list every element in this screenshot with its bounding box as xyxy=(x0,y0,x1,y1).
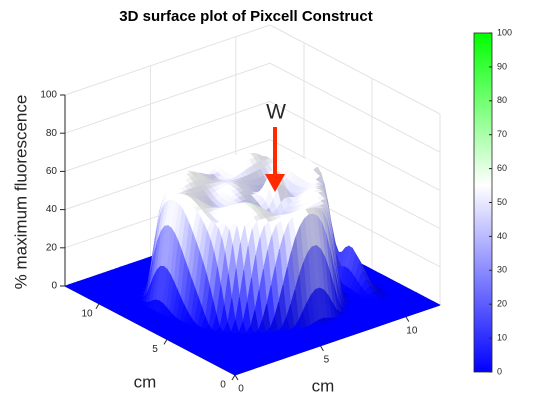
x-tick xyxy=(319,345,324,352)
z-grid-line xyxy=(269,62,441,153)
surface-patch xyxy=(230,371,241,376)
z-tick-label: 80 xyxy=(46,128,58,139)
y-tick-label: 5 xyxy=(152,344,158,355)
z-tick-label: 0 xyxy=(51,281,57,292)
y-tick-label: 10 xyxy=(81,308,93,319)
z-grid-line xyxy=(64,62,271,134)
colorbar: 0 10 20 30 40 50 60 70 80 90 100 xyxy=(473,27,512,376)
colorbar-tick-label: 30 xyxy=(497,265,507,275)
z-grid-line xyxy=(64,24,271,96)
annotation: W xyxy=(265,101,286,192)
colorbar-tick-label: 20 xyxy=(497,299,507,309)
z-axis-label: % maximum fluorescence xyxy=(11,95,30,290)
x-tick-label: 5 xyxy=(324,354,330,365)
y-tick xyxy=(163,339,168,345)
y-tick xyxy=(231,374,236,381)
z-grid-line xyxy=(269,139,441,230)
y-tick xyxy=(95,303,100,310)
colorbar-tick-label: 0 xyxy=(497,366,502,376)
colorbar-tick-label: 90 xyxy=(497,61,507,71)
z-tick-label: 40 xyxy=(46,204,58,215)
colorbar-tick-label: 40 xyxy=(497,231,507,241)
z-tick-label: 100 xyxy=(40,90,57,101)
annotation-label: W xyxy=(266,101,286,124)
x-tick xyxy=(234,374,239,381)
colorbar-tick-label: 80 xyxy=(497,95,507,105)
colorbar-tick-label: 70 xyxy=(497,129,507,139)
colorbar-tick-label: 10 xyxy=(497,332,507,342)
z-grid-line xyxy=(269,24,441,115)
x-tick-label: 0 xyxy=(238,384,244,395)
surface xyxy=(64,151,441,376)
colorbar-tick-label: 60 xyxy=(497,163,507,173)
colorbar-tick-label: 50 xyxy=(497,197,507,207)
y-axis-label: cm xyxy=(134,372,157,391)
chart-title: 3D surface plot of Pixcell Construct xyxy=(119,8,372,25)
colorbar-tick-label: 100 xyxy=(497,27,512,37)
z-tick-label: 20 xyxy=(46,242,58,253)
x-axis-label: cm xyxy=(312,376,335,395)
x-tick-label: 10 xyxy=(406,325,418,336)
x-tick xyxy=(405,316,410,322)
y-tick-label: 0 xyxy=(220,380,226,391)
annotation-arrow-head xyxy=(265,174,285,192)
z-grid-line xyxy=(269,100,441,191)
z-tick-label: 60 xyxy=(46,166,58,177)
